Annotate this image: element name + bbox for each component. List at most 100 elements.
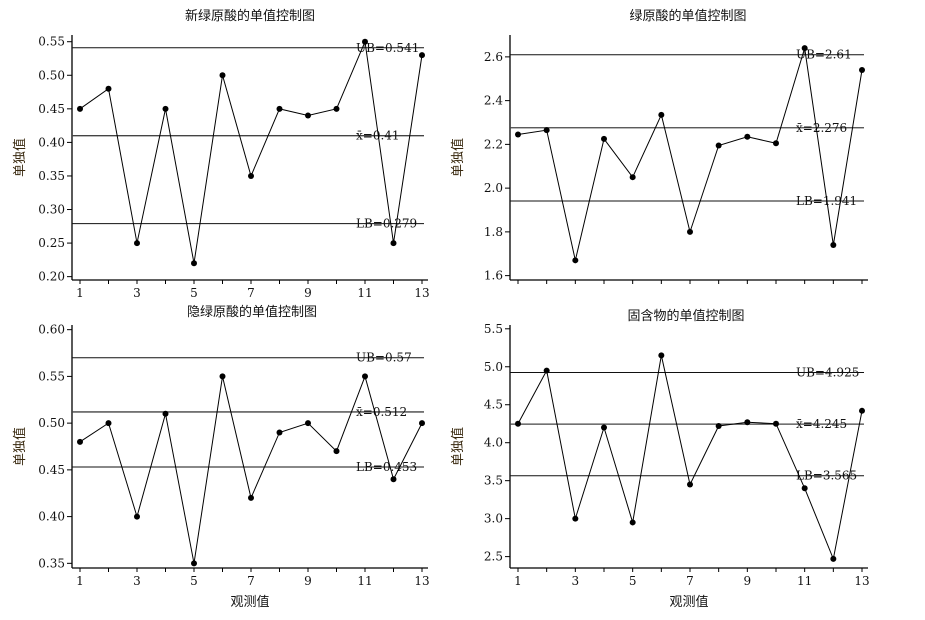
x-tick-label: 9 <box>304 286 312 300</box>
data-point <box>830 555 837 562</box>
y-axis-label: 单独值 <box>12 427 28 466</box>
data-point <box>629 174 636 181</box>
chart-title: 隐绿原酸的单值控制图 <box>187 304 317 320</box>
y-tick-label: 4.0 <box>484 436 503 450</box>
data-point <box>77 105 83 112</box>
x-tick-label: 5 <box>190 574 198 588</box>
data-point <box>105 85 112 92</box>
x-tick-label: 11 <box>357 286 372 300</box>
y-tick-label: 0.20 <box>38 270 65 284</box>
y-tick-label: 0.45 <box>38 102 65 116</box>
data-point <box>162 410 169 417</box>
data-point <box>77 438 83 445</box>
x-tick-label: 1 <box>76 286 84 300</box>
control-limit-label: UB=0.57 <box>356 351 412 365</box>
x-axis-label: 观测值 <box>230 594 269 610</box>
data-point <box>191 260 197 267</box>
data-point <box>629 519 636 526</box>
y-tick-label: 1.6 <box>484 269 503 283</box>
y-axis-label: 单独值 <box>12 138 28 177</box>
data-point <box>419 420 425 427</box>
y-tick-label: 5.0 <box>484 360 503 374</box>
y-tick-label: 2.5 <box>484 550 503 564</box>
control-limit-label: x̄=4.245 <box>796 417 847 431</box>
data-point <box>248 172 254 179</box>
x-tick-label: 3 <box>133 286 141 300</box>
y-tick-label: 0.40 <box>38 510 65 524</box>
x-tick-label: 13 <box>854 574 869 588</box>
control-limit-label: LB=0.279 <box>356 217 417 231</box>
y-tick-label: 4.5 <box>484 398 503 412</box>
chart-title: 固含物的单值控制图 <box>627 308 744 324</box>
y-tick-label: 0.55 <box>38 369 65 383</box>
chart-title: 绿原酸的单值控制图 <box>629 8 746 24</box>
data-point <box>543 127 550 134</box>
x-tick-label: 5 <box>190 286 198 300</box>
x-tick-label: 13 <box>414 574 429 588</box>
data-point <box>390 240 397 247</box>
y-tick-label: 1.8 <box>484 225 503 239</box>
y-tick-label: 0.30 <box>38 203 65 217</box>
y-tick-label: 0.60 <box>38 323 65 337</box>
data-point <box>859 407 865 414</box>
data-point <box>276 429 283 436</box>
x-tick-label: 7 <box>247 574 255 588</box>
data-point <box>572 257 579 264</box>
data-point <box>276 105 283 112</box>
data-point <box>601 135 607 142</box>
data-point <box>333 105 340 112</box>
data-point <box>744 419 751 426</box>
data-point <box>390 476 397 483</box>
y-tick-label: 0.55 <box>38 35 65 49</box>
data-point <box>801 45 808 52</box>
y-tick-label: 5.5 <box>484 322 503 336</box>
data-point <box>744 133 751 140</box>
series-line <box>517 47 863 261</box>
data-point <box>773 420 779 427</box>
y-tick-label: 0.45 <box>38 463 65 477</box>
data-point <box>105 420 112 427</box>
data-point <box>362 38 368 45</box>
control-limit-label: UB=2.61 <box>796 48 852 62</box>
y-tick-label: 0.50 <box>38 68 65 82</box>
control-limit-label: LB=0.453 <box>356 460 417 474</box>
data-point <box>305 420 311 427</box>
data-point <box>362 373 368 380</box>
y-tick-label: 0.35 <box>38 169 65 183</box>
data-point <box>419 52 425 59</box>
y-tick-label: 0.40 <box>38 135 65 149</box>
data-point <box>543 367 550 374</box>
series-line <box>517 355 863 561</box>
data-point <box>572 515 579 522</box>
data-point <box>333 448 340 455</box>
data-point <box>773 140 779 147</box>
y-tick-label: 2.6 <box>484 50 503 64</box>
chart-title: 新绿原酸的单值控制图 <box>185 8 315 24</box>
data-point <box>715 142 722 149</box>
data-point <box>219 72 226 79</box>
data-point <box>658 352 665 359</box>
x-tick-label: 9 <box>304 574 312 588</box>
y-tick-label: 0.35 <box>38 556 65 570</box>
x-tick-label: 7 <box>686 574 694 588</box>
control-limit-label: LB=3.565 <box>796 469 857 483</box>
y-axis-label: 单独值 <box>450 138 466 177</box>
data-point <box>134 240 140 247</box>
y-tick-label: 2.4 <box>484 94 503 108</box>
x-tick-label: 1 <box>76 574 84 588</box>
data-point <box>515 131 521 138</box>
data-point <box>134 513 140 520</box>
data-point <box>191 560 197 567</box>
x-tick-label: 11 <box>357 574 372 588</box>
control-limit-label: UB=0.541 <box>356 41 419 55</box>
x-tick-label: 5 <box>629 574 637 588</box>
data-point <box>305 112 311 119</box>
control-limit-label: UB=4.925 <box>796 365 859 379</box>
y-tick-label: 2.2 <box>484 137 503 151</box>
y-axis-label: 单独值 <box>450 427 466 466</box>
